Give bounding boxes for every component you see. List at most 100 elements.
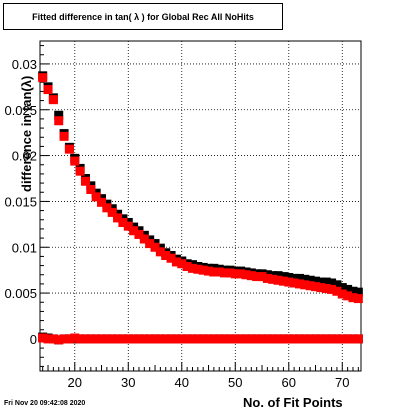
series-0-point xyxy=(332,280,342,290)
series-3-point xyxy=(187,334,197,344)
series-3-point xyxy=(54,335,64,345)
series-3-point xyxy=(43,334,53,344)
series-3-point xyxy=(225,334,235,344)
series-3-point xyxy=(262,334,272,344)
series-1-point xyxy=(177,259,187,269)
series-1-point xyxy=(171,257,181,267)
series-3-point xyxy=(70,333,80,343)
series-1-point xyxy=(86,185,96,194)
series-3-point xyxy=(107,334,117,344)
series-3-point xyxy=(129,334,139,344)
series-1-point xyxy=(305,281,315,291)
series-1-point xyxy=(337,289,347,299)
series-3-point xyxy=(64,334,74,344)
series-3-point xyxy=(139,334,149,344)
series-3-point xyxy=(278,334,288,344)
series-3-point xyxy=(198,334,208,344)
series-3-point xyxy=(80,334,90,344)
series-3-point xyxy=(134,334,144,344)
series-3-point xyxy=(268,334,278,344)
series-1-point xyxy=(204,266,214,276)
series-3-point xyxy=(284,334,294,344)
series-1-point xyxy=(332,286,342,296)
series-3-point xyxy=(230,334,240,344)
series-3-point xyxy=(353,334,363,344)
series-0-point xyxy=(278,272,288,282)
series-1-point xyxy=(43,85,53,95)
series-1-point xyxy=(214,267,224,277)
series-1-point xyxy=(252,272,262,282)
series-0-point xyxy=(54,110,64,120)
series-1-point xyxy=(343,291,353,301)
series-3-point xyxy=(289,334,299,344)
series-1-point xyxy=(139,234,149,244)
series-1-point xyxy=(113,213,123,223)
series-1-point xyxy=(161,251,171,260)
series-3-point xyxy=(193,334,203,344)
series-3-point xyxy=(75,334,85,344)
series-3-point xyxy=(171,334,181,344)
series-3-point xyxy=(204,334,214,344)
x-tick-label-2: 40 xyxy=(175,375,189,390)
series-3-point xyxy=(182,334,192,344)
series-1-point xyxy=(91,192,101,202)
series-1-point xyxy=(348,293,358,303)
y-tick-label-6: 0.03 xyxy=(12,57,37,72)
series-3-point xyxy=(343,334,353,344)
series-0-point xyxy=(273,271,283,281)
series-1-point xyxy=(102,203,112,213)
series-1-point xyxy=(118,218,128,227)
series-1-point xyxy=(241,270,251,280)
series-1-point xyxy=(145,239,155,249)
series-3-point xyxy=(273,334,283,344)
series-1-point xyxy=(54,116,64,126)
series-3-point xyxy=(316,334,326,344)
series-0-point xyxy=(289,273,299,283)
series-0-point xyxy=(305,275,315,285)
series-3-point xyxy=(214,334,224,344)
series-1-point xyxy=(300,280,310,290)
series-1-point xyxy=(107,207,117,217)
series-3-point xyxy=(332,334,342,344)
series-3-point xyxy=(166,334,176,344)
series-3-point xyxy=(59,334,69,344)
series-3-point xyxy=(241,334,251,344)
series-1-point xyxy=(193,264,203,274)
y-tick-label-4: 0.02 xyxy=(12,149,37,164)
series-1-point xyxy=(187,263,197,273)
series-1-point xyxy=(155,247,165,257)
series-1-point xyxy=(316,283,326,293)
y-tick-label-0: 0 xyxy=(30,332,37,347)
series-3-point xyxy=(38,333,48,343)
series-1-point xyxy=(236,269,246,279)
series-1-point xyxy=(262,273,272,283)
y-tick-label-5: 0.025 xyxy=(4,103,37,118)
series-1-point xyxy=(278,276,288,286)
x-tick-label-3: 50 xyxy=(228,375,242,390)
x-axis-label: No. of Fit Points xyxy=(243,395,343,410)
series-3-point xyxy=(155,334,165,344)
series-1-point xyxy=(134,229,144,239)
series-1-point xyxy=(166,253,176,263)
series-1-point xyxy=(327,284,337,294)
series-3-point xyxy=(113,334,123,344)
x-tick-label-0: 20 xyxy=(68,375,82,390)
series-3-point xyxy=(327,334,337,344)
series-0-point xyxy=(327,278,337,288)
chart-title: Fitted difference in tan( λ ) for Global… xyxy=(3,3,283,30)
series-3-point xyxy=(209,334,219,344)
series-1-point xyxy=(38,73,48,83)
series-3-point xyxy=(300,334,310,344)
series-3-point xyxy=(348,334,358,344)
series-1-point xyxy=(294,279,304,289)
y-tick-label-2: 0.01 xyxy=(12,240,37,255)
series-3-point xyxy=(321,334,331,344)
timestamp: Fri Nov 20 09:42:08 2020 xyxy=(4,400,86,407)
x-tick-label-5: 70 xyxy=(335,375,349,390)
series-1-point xyxy=(97,197,107,207)
series-1-point xyxy=(48,95,58,105)
series-3-point xyxy=(337,334,347,344)
series-1-point xyxy=(246,271,256,281)
series-3-point xyxy=(294,334,304,344)
